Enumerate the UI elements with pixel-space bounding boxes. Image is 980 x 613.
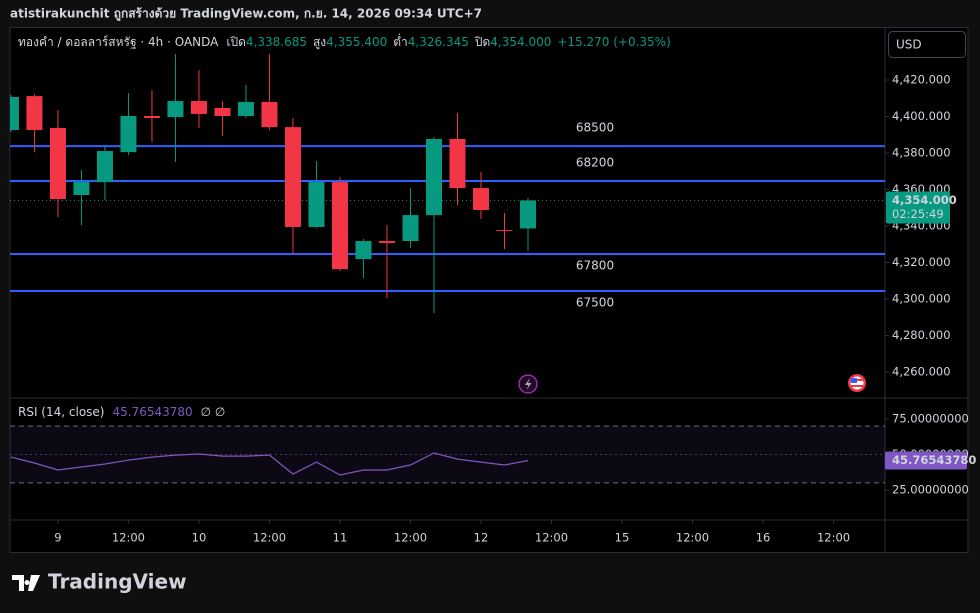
x-tick-label: 12:00 [253,531,286,545]
candle-body [496,230,513,232]
x-tick-label: 11 [333,531,348,545]
change-value: +15.270 (+0.35%) [557,35,670,49]
rsi-value: 45.76543780 [112,405,192,419]
candle-body [190,101,207,114]
close-value: 4,354.000 [490,35,551,49]
price-level-label: 67500 [576,296,614,310]
y-tick-label: 4,400.000 [892,109,951,123]
us-flag-icon[interactable] [848,374,866,392]
candle-body [425,138,442,216]
y-tick-label: 25.00000000 [892,483,969,497]
candle-body [472,188,489,210]
axes: 4,260.0004,280.0004,300.0004,320.0004,34… [54,73,976,545]
candle-body [519,200,536,229]
x-tick-label: 15 [615,531,630,545]
x-tick-label: 12 [474,531,489,545]
y-tick-label: 4,300.000 [892,292,951,306]
x-tick-label: 10 [192,531,207,545]
footer-logo [12,575,40,591]
high-label: สูง [313,35,326,50]
x-tick-label: 16 [756,531,771,545]
open-label: เปิด [226,35,246,49]
x-tick-label: 12:00 [394,531,427,545]
candle-body [73,182,90,196]
last-price-box [886,191,950,224]
candle-body [120,115,137,153]
y-tick-label: 4,380.000 [892,146,951,160]
candle-body [143,115,160,118]
candle-body [331,182,348,270]
main-pane: 68500 68200 67800 67500 [10,54,885,314]
low-label: ต่ำ [393,33,408,49]
candle-body [10,96,19,131]
price-level-label: 68200 [576,155,614,169]
price-level-label: 67800 [576,258,614,272]
currency-button[interactable] [888,31,966,58]
footer-logo-text: TradingView [48,570,187,594]
candle-body [378,241,395,244]
symbol-legend: ทองคำ / ดอลลาร์สหรัฐ · 4h · OANDA เปิด4,3… [18,33,671,50]
rsi-legend: RSI (14, close) 45.76543780 ∅ ∅ [18,405,225,419]
y-tick-label: 4,320.000 [892,255,951,269]
currency-label[interactable]: USD [896,38,922,52]
last-price-label: 4,354.000 [892,193,957,207]
x-tick-label: 9 [54,531,61,545]
y-tick-label: 4,260.000 [892,365,951,379]
price-level-label: 68500 [576,121,614,135]
close-label: ปิด [474,35,490,49]
candle-body [308,182,325,227]
candle-body [402,215,419,242]
candle-body [284,127,301,227]
candle-body [449,138,466,189]
rsi-pane [10,425,885,484]
candle-body [167,101,184,118]
x-tick-label: 12:00 [817,531,850,545]
rsi-value-box [885,451,967,470]
candle-body [355,241,372,260]
candle-body [96,151,113,183]
y-tick-label: 75.00000000 [892,412,969,426]
low-value: 4,326.345 [408,35,469,49]
x-tick-label: 12:00 [535,531,568,545]
rsi-extra: ∅ ∅ [201,405,226,419]
candle-body [237,101,254,116]
candle-body [49,128,66,200]
rsi-line [10,452,529,476]
candle-body [261,101,278,128]
lightning-icon[interactable] [518,374,538,394]
open-value: 4,338.685 [246,35,307,49]
x-tick-label: 12:00 [112,531,145,545]
high-value: 4,355.400 [326,35,387,49]
countdown-label: 02:25:49 [892,207,944,221]
rsi-title: RSI (14, close) [18,405,104,419]
symbol: ทองคำ / ดอลลาร์สหรัฐ · 4h · OANDA [18,35,219,49]
candle-body [26,96,43,131]
rsi-value-label: 45.76543780 [892,453,976,467]
y-tick-label: 4,420.000 [892,73,951,87]
x-tick-label: 12:00 [676,531,709,545]
candle-body [214,107,231,116]
y-tick-label: 4,280.000 [892,328,951,342]
header-text: atistirakunchit ถูกสร้างด้วย TradingView… [10,7,482,22]
